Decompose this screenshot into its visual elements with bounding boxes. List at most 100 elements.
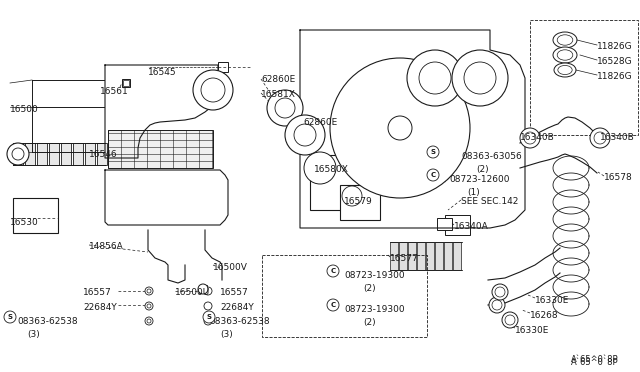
Circle shape <box>204 317 212 325</box>
Text: 16578: 16578 <box>604 173 633 182</box>
Text: 16579: 16579 <box>344 197 372 206</box>
Circle shape <box>7 143 29 165</box>
Bar <box>122 79 130 87</box>
Circle shape <box>275 98 295 118</box>
Circle shape <box>267 90 303 126</box>
Bar <box>437 218 452 230</box>
Text: 16561: 16561 <box>100 87 129 96</box>
Circle shape <box>145 317 153 325</box>
Circle shape <box>12 148 24 160</box>
Ellipse shape <box>557 35 573 45</box>
Text: 16330E: 16330E <box>515 326 549 335</box>
Text: (2): (2) <box>476 165 488 174</box>
Text: 16330E: 16330E <box>535 296 570 305</box>
Text: 16500U: 16500U <box>175 288 211 297</box>
Text: 16528G: 16528G <box>597 57 632 66</box>
Text: 16500V: 16500V <box>213 263 248 272</box>
Bar <box>390 242 398 270</box>
Bar <box>444 242 452 270</box>
Ellipse shape <box>558 65 572 74</box>
Circle shape <box>407 50 463 106</box>
Bar <box>13 198 58 233</box>
Circle shape <box>147 289 151 293</box>
Text: 16557: 16557 <box>83 288 112 297</box>
Circle shape <box>203 311 215 323</box>
Circle shape <box>492 300 502 310</box>
Text: (3): (3) <box>220 330 233 339</box>
Ellipse shape <box>553 47 577 63</box>
Text: 16580X: 16580X <box>314 165 349 174</box>
Bar <box>408 242 416 270</box>
Text: 16546: 16546 <box>89 150 118 159</box>
Bar <box>262 255 427 337</box>
Text: 22684Y: 22684Y <box>220 303 253 312</box>
Text: 08363-62538: 08363-62538 <box>209 317 269 326</box>
Text: 08723-19300: 08723-19300 <box>344 305 404 314</box>
Circle shape <box>330 58 470 198</box>
Circle shape <box>147 319 151 323</box>
Circle shape <box>495 287 505 297</box>
Text: A`65^0`8P: A`65^0`8P <box>571 355 619 364</box>
Circle shape <box>452 50 508 106</box>
Text: 16500: 16500 <box>10 105 39 114</box>
Circle shape <box>520 128 540 148</box>
Bar <box>310 155 370 210</box>
Text: 08363-63056: 08363-63056 <box>461 152 522 161</box>
Text: 08723-19300: 08723-19300 <box>344 271 404 280</box>
Text: 14856A: 14856A <box>89 242 124 251</box>
Bar <box>435 242 443 270</box>
Circle shape <box>419 62 451 94</box>
Bar <box>340 185 380 220</box>
Ellipse shape <box>557 50 573 60</box>
Text: C: C <box>330 302 335 308</box>
Bar <box>399 242 407 270</box>
Bar <box>108 130 213 168</box>
Bar <box>37 143 47 165</box>
Text: 11826G: 11826G <box>597 42 632 51</box>
Circle shape <box>427 146 439 158</box>
Bar <box>445 215 470 235</box>
Circle shape <box>388 116 412 140</box>
Text: A`65^0`8P: A`65^0`8P <box>571 358 619 367</box>
Ellipse shape <box>554 63 576 77</box>
Text: 08723-12600: 08723-12600 <box>449 175 509 184</box>
Text: (2): (2) <box>363 284 376 293</box>
Circle shape <box>201 78 225 102</box>
Circle shape <box>304 152 336 184</box>
Text: 16557: 16557 <box>220 288 249 297</box>
Text: 16577: 16577 <box>390 254 419 263</box>
Circle shape <box>294 124 316 146</box>
Text: 16340B: 16340B <box>600 133 635 142</box>
Text: (3): (3) <box>27 330 40 339</box>
Text: S: S <box>431 149 435 155</box>
Bar <box>123 80 129 86</box>
Circle shape <box>145 287 153 295</box>
Bar <box>199 285 207 293</box>
Circle shape <box>594 132 606 144</box>
Text: 16581X: 16581X <box>261 90 296 99</box>
Text: (1): (1) <box>467 188 480 197</box>
Circle shape <box>204 287 212 295</box>
Circle shape <box>193 70 233 110</box>
Text: 16545: 16545 <box>148 68 177 77</box>
Text: S: S <box>8 314 13 320</box>
Text: 62860E: 62860E <box>303 118 337 127</box>
Circle shape <box>147 304 151 308</box>
Text: S: S <box>207 314 211 320</box>
Circle shape <box>4 311 16 323</box>
Bar <box>97 143 107 165</box>
Text: 11826G: 11826G <box>597 72 632 81</box>
Bar <box>426 242 434 270</box>
Ellipse shape <box>553 32 577 48</box>
Circle shape <box>502 312 518 328</box>
Text: 22684Y: 22684Y <box>83 303 116 312</box>
Circle shape <box>524 132 536 144</box>
Text: 16268: 16268 <box>530 311 559 320</box>
Bar <box>13 143 23 165</box>
Bar <box>25 143 35 165</box>
Circle shape <box>342 186 362 206</box>
Text: C: C <box>431 172 436 178</box>
Text: (2): (2) <box>363 318 376 327</box>
Bar <box>417 242 425 270</box>
Circle shape <box>464 62 496 94</box>
